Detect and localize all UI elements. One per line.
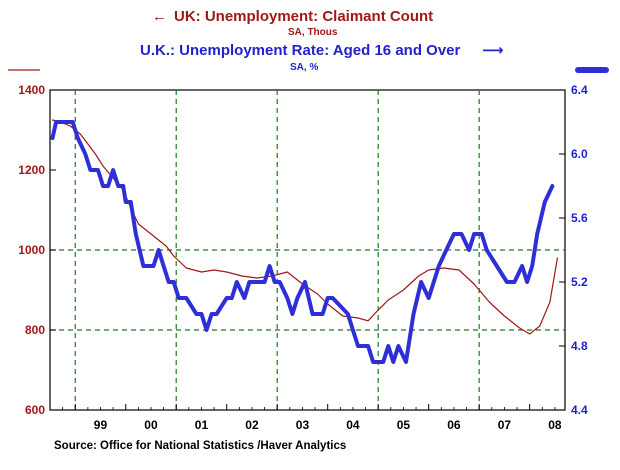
x-axis-tick-label: 99 [94, 418, 108, 432]
x-axis: 99 00 01 02 03 04 05 06 07 08 [49, 404, 562, 432]
series-layer [50, 119, 559, 364]
subtitle-left: SA, Thous [288, 27, 338, 38]
right-axis-tick-label: 5.6 [571, 211, 588, 225]
left-axis-tick-label: 1000 [18, 243, 45, 257]
left-axis-tick-label: 600 [25, 403, 45, 417]
right-axis-tick-label: 6.4 [571, 83, 588, 97]
grid [50, 90, 565, 410]
right-axis-tick-label: 6.0 [571, 147, 588, 161]
right-axis-tick-label: 4.4 [571, 403, 588, 417]
left-axis: 1400 1200 1000 800 600 [18, 83, 56, 417]
left-axis-tick-label: 1200 [18, 163, 45, 177]
right-axis: 6.4 6.0 5.6 5.2 4.8 4.4 [559, 83, 588, 417]
right-axis-tick-label: 5.2 [571, 275, 588, 289]
title-left: UK: Unemployment: Claimant Count [174, 8, 433, 25]
x-axis-tick-label: 01 [195, 418, 209, 432]
x-axis-tick-label: 06 [447, 418, 461, 432]
left-axis-tick-label: 800 [25, 323, 45, 337]
x-axis-tick-label: 08 [548, 418, 562, 432]
right-axis-tick-label: 4.8 [571, 339, 588, 353]
x-axis-tick-label: 03 [296, 418, 310, 432]
x-axis-tick-label: 00 [144, 418, 158, 432]
source-note: Source: Office for National Statistics /… [54, 440, 346, 452]
title-right-arrow: ⟶ [482, 42, 504, 59]
x-axis-tick-label: 05 [397, 418, 411, 432]
title-right: U.K.: Unemployment Rate: Aged 16 and Ove… [140, 42, 461, 59]
x-axis-tick-label: 02 [245, 418, 259, 432]
subtitle-right: SA, % [290, 62, 318, 73]
title-left-arrow: ← [152, 8, 167, 25]
x-axis-tick-label: 04 [346, 418, 360, 432]
x-axis-tick-label: 07 [498, 418, 512, 432]
left-axis-tick-label: 1400 [18, 83, 45, 97]
series-claimant-count-line [51, 119, 559, 335]
series-unemployment-rate-line [50, 120, 555, 364]
